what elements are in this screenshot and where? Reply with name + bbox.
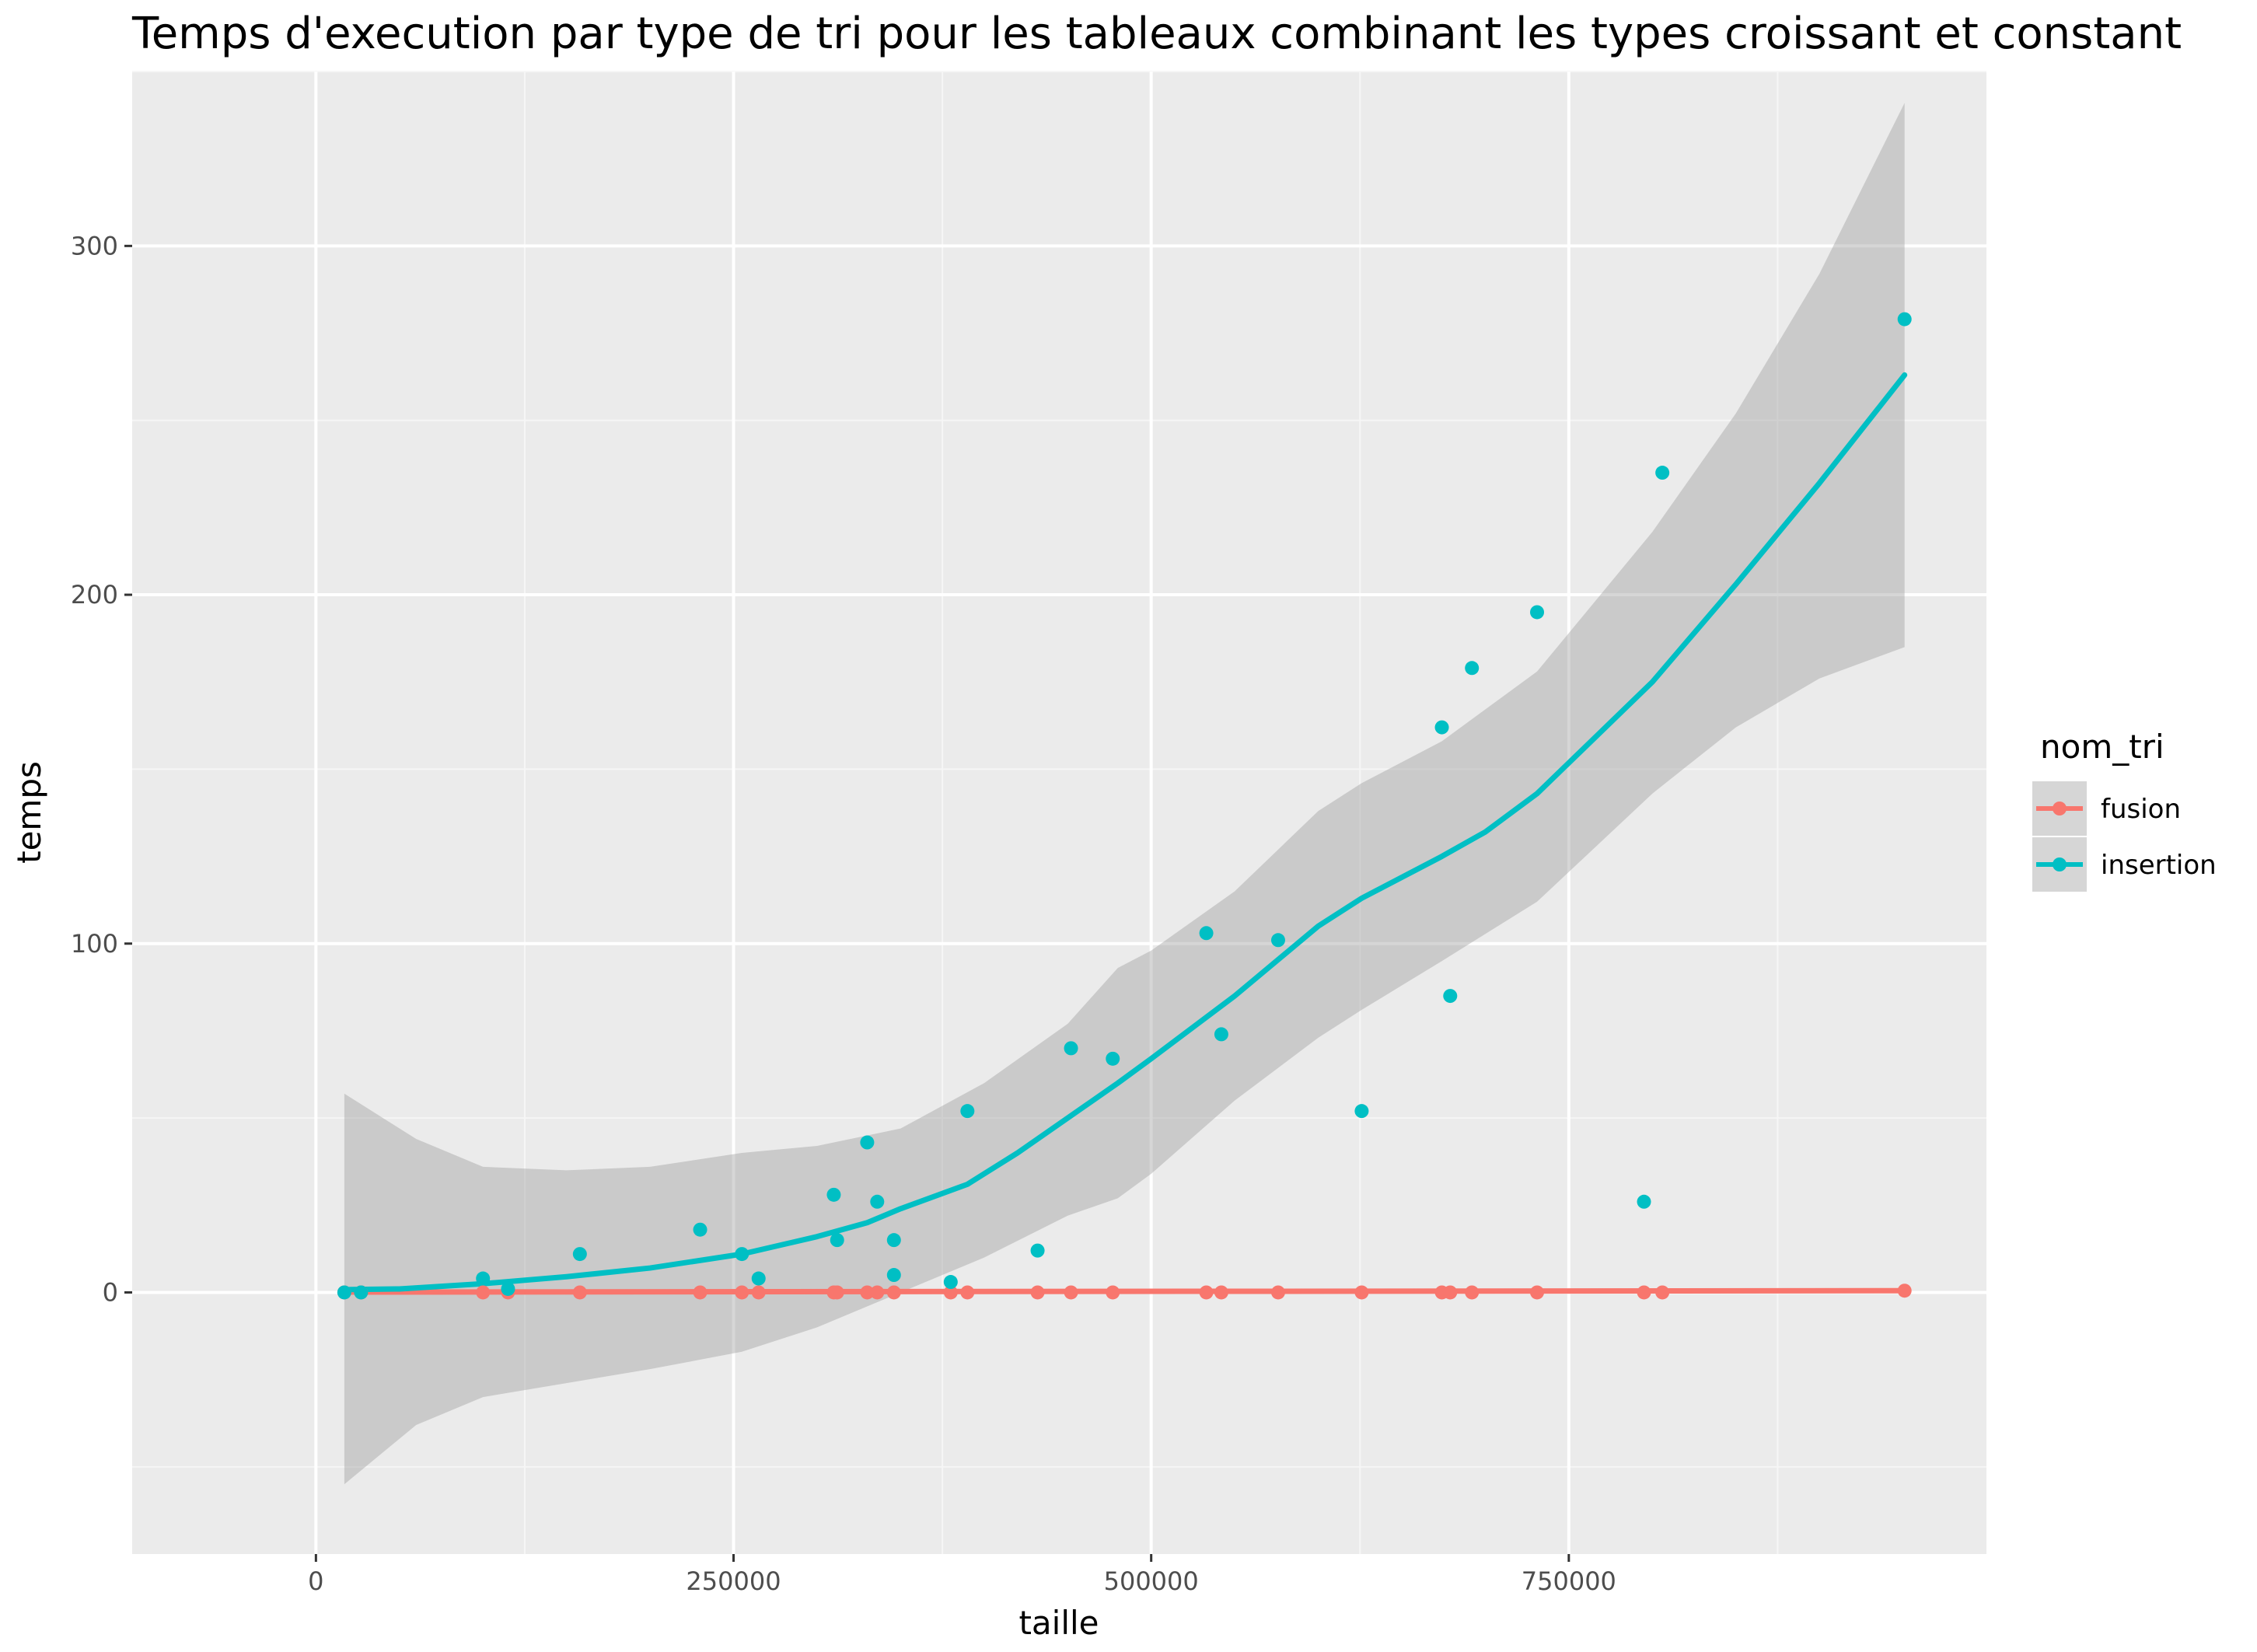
point-insertion (337, 1285, 351, 1300)
point-insertion (1434, 720, 1449, 735)
point-fusion (1655, 1285, 1670, 1300)
point-insertion (860, 1135, 875, 1150)
legend-key-point-insertion (2053, 857, 2067, 871)
point-fusion (830, 1285, 844, 1300)
y-tick-label: 300 (71, 231, 118, 260)
data-points (337, 312, 1912, 1300)
point-insertion (1465, 661, 1480, 676)
point-fusion (1530, 1285, 1545, 1300)
x-tick-label: 750000 (1522, 1566, 1616, 1596)
chart-title: Temps d'execution par type de tri pour l… (131, 9, 2182, 59)
point-insertion (1106, 1051, 1120, 1066)
point-fusion (1106, 1285, 1120, 1300)
point-fusion (1637, 1285, 1651, 1300)
point-insertion (1637, 1194, 1651, 1209)
point-insertion (572, 1247, 587, 1262)
x-axis-title: taille (1018, 1604, 1099, 1642)
point-insertion (354, 1285, 369, 1300)
point-insertion (830, 1233, 844, 1248)
point-fusion (943, 1285, 958, 1300)
point-fusion (476, 1285, 491, 1300)
point-fusion (751, 1285, 766, 1300)
point-insertion (943, 1275, 958, 1290)
x-tick-label: 250000 (686, 1566, 781, 1596)
point-fusion (960, 1285, 975, 1300)
legend: nom_tri fusion insertion (2032, 728, 2217, 892)
y-axis: 0 100 200 300 (71, 231, 132, 1307)
point-insertion (476, 1271, 491, 1286)
legend-title: nom_tri (2040, 728, 2164, 766)
y-tick-label: 0 (103, 1277, 118, 1307)
point-fusion (1064, 1285, 1078, 1300)
point-insertion (1270, 933, 1285, 948)
y-tick-label: 100 (71, 929, 118, 959)
point-insertion (1897, 312, 1912, 327)
point-insertion (1030, 1243, 1045, 1258)
x-tick-label: 500000 (1104, 1566, 1199, 1596)
point-fusion (1199, 1285, 1214, 1300)
legend-label-insertion: insertion (2101, 850, 2217, 881)
x-axis: 0 250000 500000 750000 (308, 1554, 1616, 1596)
point-fusion (870, 1285, 885, 1300)
point-insertion (960, 1104, 975, 1119)
fit-line-insertion (341, 372, 1908, 1293)
point-insertion (1530, 605, 1545, 620)
confidence-band-insertion (344, 103, 1905, 1485)
point-insertion (1655, 466, 1670, 480)
y-tick-label: 200 (71, 580, 118, 609)
point-insertion (1443, 989, 1458, 1004)
plot-panel (132, 72, 1986, 1554)
point-insertion (870, 1194, 885, 1209)
point-fusion (1214, 1285, 1228, 1300)
point-fusion (1270, 1285, 1285, 1300)
point-fusion (572, 1285, 587, 1300)
point-fusion (693, 1285, 707, 1300)
point-fusion (1030, 1285, 1045, 1300)
point-fusion (860, 1285, 875, 1300)
point-insertion (886, 1268, 901, 1283)
x-tick-label: 0 (308, 1566, 323, 1596)
point-insertion (1064, 1041, 1078, 1056)
y-axis-title: temps (10, 761, 48, 864)
point-insertion (735, 1247, 749, 1262)
point-insertion (751, 1271, 766, 1286)
legend-label-fusion: fusion (2101, 794, 2181, 825)
point-fusion (1443, 1285, 1458, 1300)
legend-key-point-fusion (2053, 802, 2067, 816)
point-fusion (1354, 1285, 1369, 1300)
point-fusion (886, 1285, 901, 1300)
point-insertion (886, 1233, 901, 1248)
point-fusion (1897, 1284, 1912, 1298)
point-insertion (501, 1281, 515, 1296)
confidence-ribbons (344, 103, 1905, 1485)
point-insertion (1199, 926, 1214, 941)
point-fusion (735, 1285, 749, 1300)
point-insertion (693, 1222, 707, 1237)
point-fusion (1465, 1285, 1480, 1300)
grid-minor (132, 71, 1986, 1554)
point-insertion (826, 1187, 841, 1202)
point-insertion (1214, 1027, 1228, 1042)
point-insertion (1354, 1104, 1369, 1119)
